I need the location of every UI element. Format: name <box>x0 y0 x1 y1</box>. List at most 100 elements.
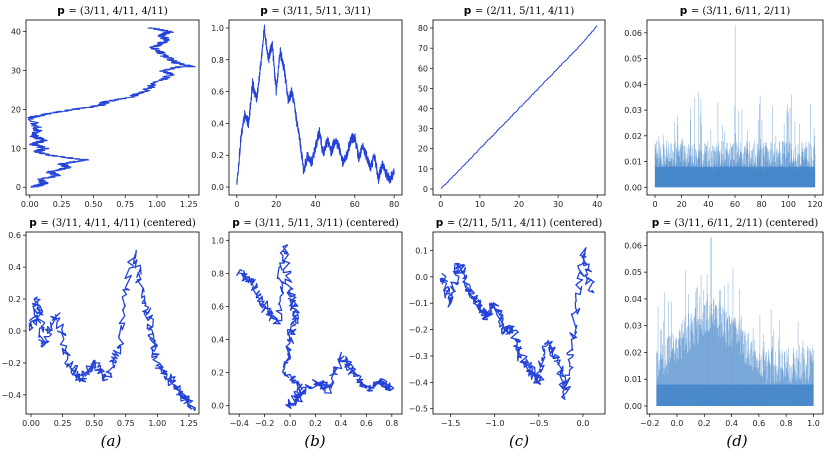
y-tick-label: 0.01 <box>624 375 642 384</box>
x-tick-label: 0.75 <box>117 419 135 428</box>
y-tick-label: 0 <box>423 185 428 194</box>
series-line <box>27 27 196 188</box>
axes-frame <box>25 19 200 196</box>
x-tick-label: −0.2 <box>640 419 659 428</box>
y-tick-label: 0.2 <box>8 295 21 304</box>
x-tick-label: −0.2 <box>255 419 274 428</box>
y-tick-label: −0.2 <box>2 359 21 368</box>
y-tick-label: 70 <box>418 44 428 53</box>
series-line <box>236 24 395 185</box>
chart-title-c1: p = (2/11, 5/11, 4/11) <box>464 5 575 17</box>
x-tick-label: 0.2 <box>309 419 322 428</box>
y-tick-label: 0.00 <box>624 183 642 192</box>
x-tick-label: 0.25 <box>54 419 72 428</box>
chart-title-a1: p = (3/11, 4/11, 4/11) <box>57 5 168 17</box>
x-tick-label: 1.00 <box>148 419 166 428</box>
caption-a: (a) <box>101 432 122 450</box>
x-tick-label: 0.0 <box>671 419 684 428</box>
x-tick-label: 0.0 <box>284 419 297 428</box>
caption-d: (d) <box>726 432 747 450</box>
x-tick-label: 0 <box>438 200 443 209</box>
x-tick-label: 0 <box>652 200 657 209</box>
x-tick-label: 0.8 <box>780 419 793 428</box>
chart-d2: p = (3/11, 6/11, 2/11) (centered) −0.2 0.0… <box>624 217 824 428</box>
x-tick-label: 0.50 <box>85 200 103 209</box>
x-tick-label: 20 <box>514 200 524 209</box>
x-tick-label: 1.25 <box>180 200 198 209</box>
y-tick-label: 0.6 <box>211 88 224 97</box>
chart-a1: p = (3/11, 4/11, 4/11) 0.00 0.25 0.50 0.75 1.… <box>11 5 200 209</box>
x-tick-label: 0.6 <box>753 419 766 428</box>
chart-c1: p = (2/11, 5/11, 4/11) 0 10 20 30 40 0 10 20 30 40… <box>418 5 606 209</box>
axes-frame <box>432 231 606 415</box>
y-tick-label: 0.8 <box>211 56 224 65</box>
y-tick-label: 50 <box>418 84 428 93</box>
axes-frame <box>646 231 824 415</box>
chart-title-d1: p = (3/11, 6/11, 2/11) <box>680 5 791 17</box>
x-tick-label: 20 <box>271 200 281 209</box>
x-tick-label: −0.4 <box>229 419 248 428</box>
y-tick-label: 80 <box>418 24 428 33</box>
chart-title-d2: p = (3/11, 6/11, 2/11) (centered) <box>652 217 819 229</box>
chart-title-c2: p = (2/11, 5/11, 4/11) (centered) <box>436 217 603 229</box>
x-tick-label: 60 <box>730 200 740 209</box>
y-tick-label: 0.6 <box>211 302 224 311</box>
y-tick-label: −0.4 <box>2 391 21 400</box>
y-tick-label: 60 <box>418 64 428 73</box>
y-tick-label: 0.0 <box>415 273 428 282</box>
x-tick-label: 120 <box>807 200 822 209</box>
caption-c: (c) <box>509 432 529 450</box>
y-tick-label: 0.4 <box>8 263 21 272</box>
y-tick-label: 0.1 <box>415 246 428 255</box>
y-tick-label: 1.0 <box>211 236 224 245</box>
x-tick-label: 0.25 <box>53 200 71 209</box>
y-tick-label: 0.4 <box>211 336 224 345</box>
series-line <box>236 244 395 409</box>
y-tick-label: 0.04 <box>624 80 642 89</box>
y-tick-label: 0.04 <box>624 295 642 304</box>
chart-c2: p = (2/11, 5/11, 4/11) (centered) −1.5 −1.… <box>409 217 606 428</box>
y-tick-label: 0.4 <box>211 119 224 128</box>
y-tick-label: 40 <box>418 105 428 114</box>
x-tick-label: 0.00 <box>21 200 39 209</box>
x-tick-label: 0.6 <box>360 419 373 428</box>
x-tick-label: 40 <box>592 200 602 209</box>
y-tick-label: 0.03 <box>624 106 642 115</box>
y-tick-label: 0.02 <box>624 348 642 357</box>
chart-b1: p = (3/11, 5/11, 3/11) 0 20 40 60 80 0.0 0.2 0.4… <box>211 5 403 209</box>
y-tick-label: 40 <box>11 28 21 37</box>
series-line <box>28 249 196 412</box>
x-tick-label: 0.4 <box>335 419 348 428</box>
x-tick-label: −1.0 <box>485 419 504 428</box>
x-tick-label: 40 <box>703 200 713 209</box>
y-tick-label: 0.03 <box>624 322 642 331</box>
y-tick-label: 0.01 <box>624 158 642 167</box>
x-tick-label: 1.00 <box>148 200 166 209</box>
y-tick-label: 0.00 <box>624 402 642 411</box>
chart-a2: p = (3/11, 4/11, 4/11) (centered) 0.00 0.2… <box>2 217 200 428</box>
stem-band <box>656 384 814 406</box>
y-tick-label: 0.05 <box>624 55 642 64</box>
x-tick-label: 0.00 <box>22 419 40 428</box>
x-tick-label: 0.50 <box>85 419 103 428</box>
y-tick-label: 1.0 <box>211 24 224 33</box>
x-tick-label: 0.0 <box>577 419 590 428</box>
x-tick-label: 80 <box>757 200 767 209</box>
y-tick-label: 0.8 <box>211 269 224 278</box>
y-tick-label: 0.2 <box>211 369 224 378</box>
series-line <box>440 25 598 189</box>
x-tick-label: 20 <box>677 200 687 209</box>
x-tick-label: −1.5 <box>441 419 460 428</box>
x-tick-label: −0.5 <box>529 419 548 428</box>
y-tick-label: −0.3 <box>409 352 428 361</box>
y-tick-label: 0.05 <box>624 268 642 277</box>
y-tick-label: 0.0 <box>8 327 21 336</box>
y-tick-label: 0.06 <box>624 241 642 250</box>
chart-title-b1: p = (3/11, 5/11, 3/11) <box>260 5 371 17</box>
x-tick-label: 60 <box>350 200 360 209</box>
stem-band <box>655 166 815 188</box>
y-tick-label: −0.4 <box>409 378 428 387</box>
y-tick-label: 20 <box>418 145 428 154</box>
x-tick-label: 0.75 <box>116 200 134 209</box>
y-tick-label: 0.2 <box>211 151 224 160</box>
